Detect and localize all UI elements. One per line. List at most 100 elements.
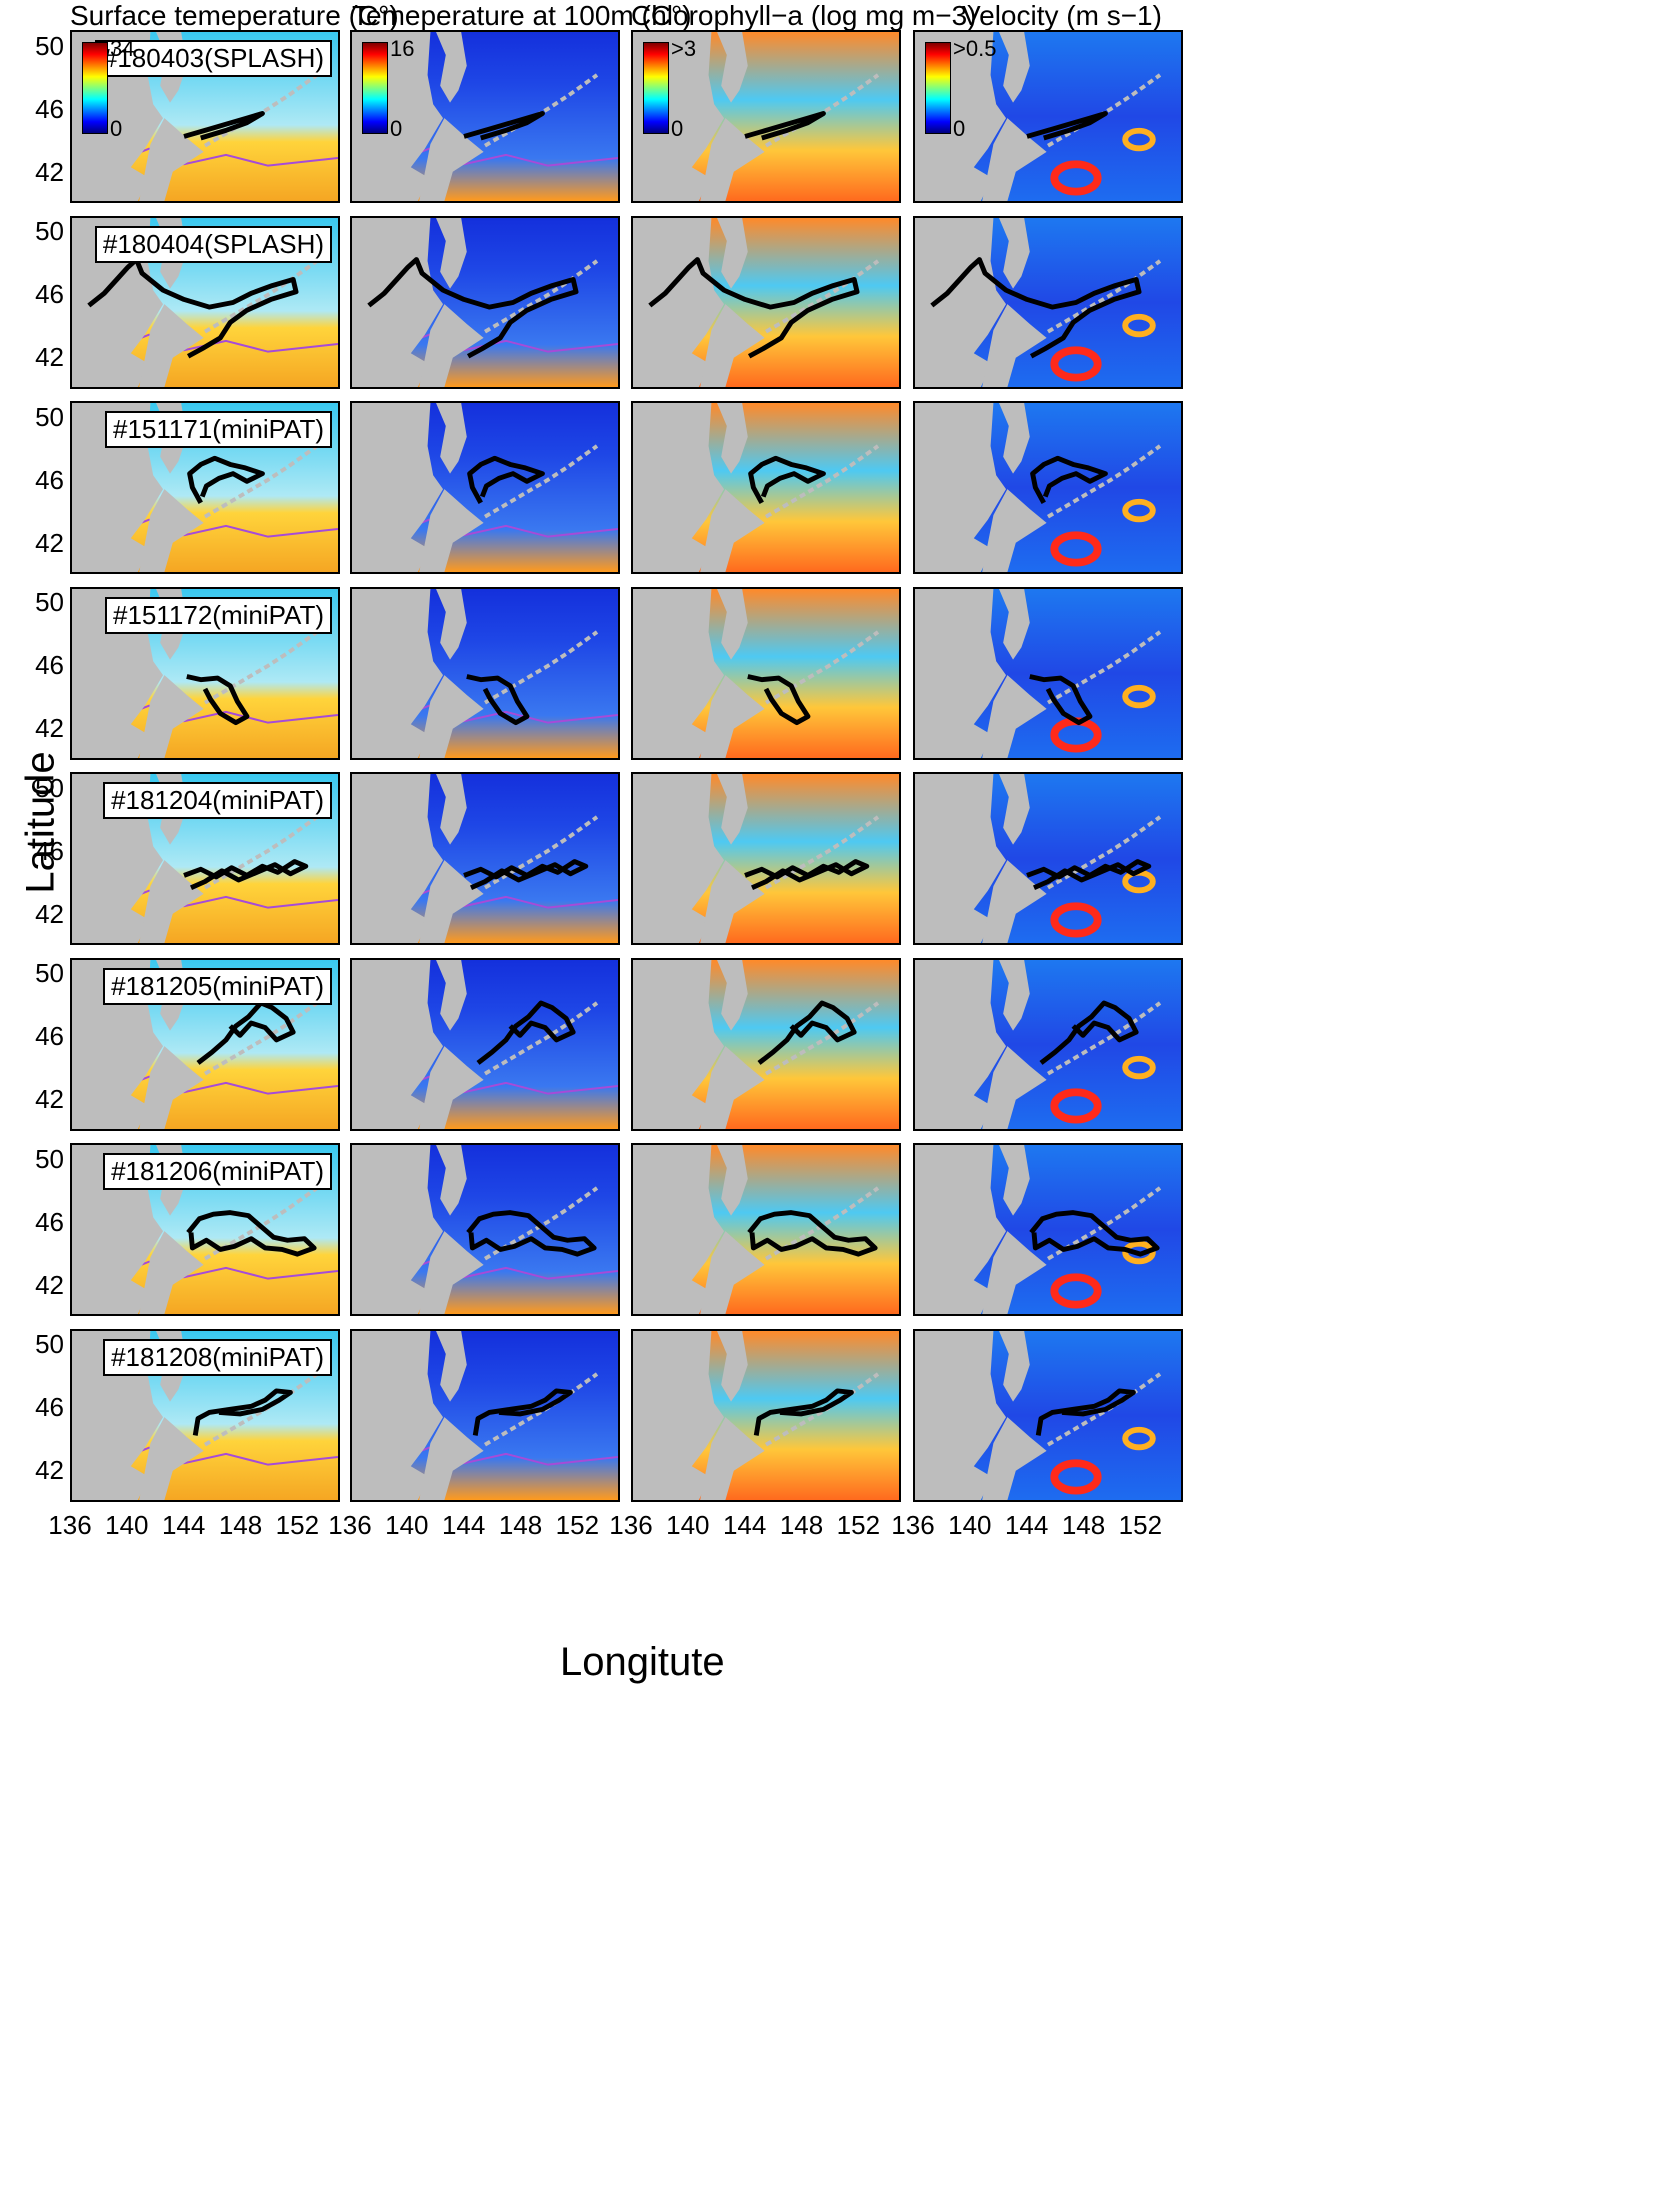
eddy-ring — [1050, 1458, 1102, 1495]
continent-land — [352, 774, 444, 943]
x-tick-label: 140 — [385, 1509, 429, 1540]
continent-land — [352, 588, 444, 758]
x-tick-label: 152 — [555, 1509, 600, 1540]
hokkaido-land — [419, 489, 484, 572]
migration-track — [1026, 111, 1108, 141]
migration-track — [186, 1210, 317, 1257]
hokkaido-land — [419, 1231, 484, 1314]
hokkaido-land — [139, 489, 204, 572]
continent-land — [915, 959, 1007, 1129]
migration-track — [87, 256, 299, 358]
map-panel-chl-2 — [631, 215, 901, 389]
sakhalin-land — [999, 403, 1030, 474]
x-tick-label: 140 — [666, 1509, 710, 1540]
continent-land — [633, 1145, 725, 1314]
kuril-islands — [1046, 629, 1162, 704]
migration-track — [1029, 1210, 1160, 1257]
continent-land — [352, 1145, 444, 1314]
map-panel-chl-8 — [631, 1328, 901, 1502]
y-tick-label: 46 — [35, 1392, 64, 1423]
continent-land — [633, 403, 725, 572]
eddy-ring — [1122, 498, 1156, 523]
kuril-islands — [483, 444, 599, 519]
y-tick-label: 42 — [35, 713, 64, 744]
kuril-islands — [764, 1371, 880, 1446]
x-tick-label: 152 — [1118, 1509, 1163, 1540]
y-tick-label: 46 — [35, 1021, 64, 1052]
kuril-islands — [764, 444, 880, 519]
map-panel-chl-4 — [631, 586, 901, 760]
y-tick-label: 50 — [35, 1329, 64, 1360]
map-svg — [633, 588, 899, 758]
kuril-islands — [1046, 1000, 1162, 1075]
x-tick-label: 148 — [218, 1509, 263, 1540]
migration-track — [463, 111, 545, 141]
sakhalin-land — [717, 217, 748, 289]
kuril-islands — [764, 1000, 880, 1075]
colorbar-max-label: 16 — [390, 36, 415, 61]
migration-track — [192, 1387, 293, 1436]
x-tick-label: 144 — [441, 1509, 486, 1540]
x-tick-label: 148 — [498, 1509, 543, 1540]
eddy-ring — [1050, 345, 1102, 382]
map-panel-sst-3: #151171(miniPAT) — [70, 401, 340, 574]
x-tick-label: 148 — [1061, 1509, 1106, 1540]
eddy-ring — [1050, 902, 1102, 938]
hokkaido-land — [419, 118, 484, 201]
migration-track — [467, 455, 545, 504]
sakhalin-land — [436, 1330, 467, 1402]
eddy-ring — [1122, 1426, 1156, 1450]
migration-track — [1035, 1387, 1136, 1436]
sakhalin-land — [717, 588, 748, 660]
continent-land — [915, 403, 1007, 572]
migration-track — [753, 1387, 854, 1436]
map-svg — [915, 217, 1181, 387]
map-svg — [915, 774, 1181, 943]
migration-track — [367, 256, 579, 358]
continent-land — [915, 588, 1007, 758]
eddy-ring — [1050, 1273, 1102, 1309]
hokkaido-land — [700, 1416, 765, 1500]
tag-id-label: #151172(miniPAT) — [105, 596, 332, 634]
migration-track — [476, 1000, 576, 1065]
tag-id-label: #180404(SPLASH) — [94, 225, 332, 263]
colorbar-min-label: 0 — [110, 116, 123, 141]
migration-track — [747, 1210, 878, 1257]
continent-land — [915, 1145, 1007, 1314]
kuril-islands — [483, 815, 599, 890]
map-panel-chl-6 — [631, 957, 901, 1131]
y-tick-label: 46 — [35, 93, 64, 124]
migration-track — [648, 256, 860, 358]
map-panel-chl-5 — [631, 772, 901, 945]
map-svg — [915, 1145, 1181, 1314]
map-panel-t100-3 — [350, 401, 620, 574]
kuril-islands — [203, 1000, 319, 1075]
x-tick-label: 152 — [275, 1509, 320, 1540]
hokkaido-land — [982, 860, 1047, 943]
column-title-chlorophyll: Chlorophyll−a (log mg m−3) — [631, 0, 977, 31]
eddy-ring — [1122, 127, 1156, 152]
migration-track — [187, 455, 265, 504]
migration-track — [1030, 455, 1108, 504]
map-svg — [633, 959, 899, 1129]
continent-land — [633, 588, 725, 758]
map-svg — [915, 32, 1181, 201]
map-svg — [633, 1330, 899, 1500]
colorbar-min-label: 0 — [953, 116, 966, 141]
colorbar-max-label: >0.5 — [953, 36, 997, 61]
hokkaido-land — [982, 1231, 1047, 1314]
y-tick-label: 46 — [35, 1206, 64, 1237]
map-svg — [352, 1145, 618, 1314]
sakhalin-land — [717, 774, 748, 845]
y-tick-label: 50 — [35, 30, 64, 61]
y-tick-label: 50 — [35, 216, 64, 247]
hokkaido-land — [982, 674, 1047, 758]
sakhalin-land — [999, 588, 1030, 660]
continent-land — [915, 217, 1007, 387]
hokkaido-land — [982, 489, 1047, 572]
x-tick-label: 136 — [609, 1509, 653, 1540]
hokkaido-land — [419, 860, 484, 943]
map-svg — [633, 1145, 899, 1314]
kuril-islands — [1046, 444, 1162, 519]
y-tick-label: 46 — [35, 279, 64, 310]
